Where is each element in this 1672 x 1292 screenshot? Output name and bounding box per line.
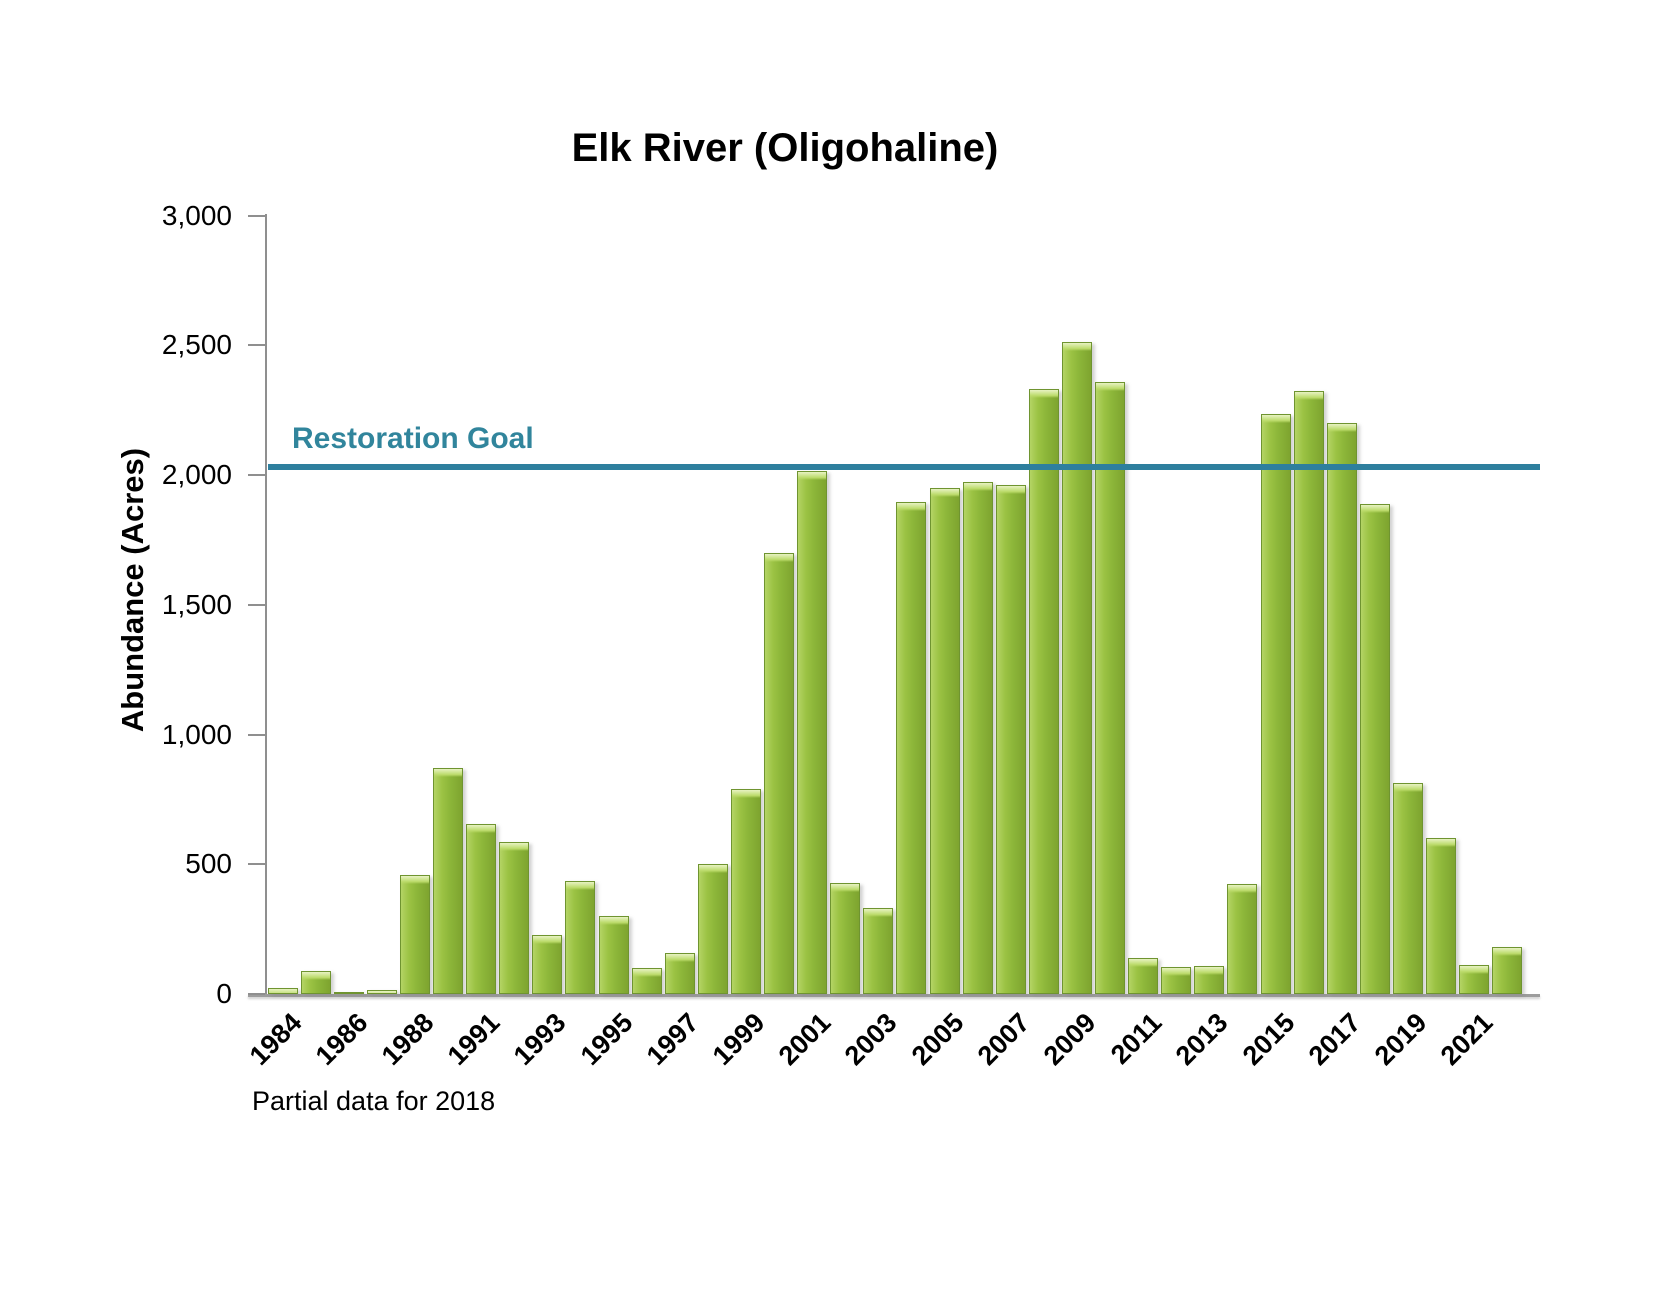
bar-2008 xyxy=(1028,389,1059,994)
bar-1985 xyxy=(300,970,331,994)
bar-2021 xyxy=(1459,965,1490,994)
goal-label: Restoration Goal xyxy=(292,422,534,455)
bar-2010 xyxy=(1095,382,1125,994)
x-axis-line xyxy=(248,994,1540,997)
bar-1984 xyxy=(267,987,298,994)
bar-1993 xyxy=(532,934,563,994)
y-tick-mark xyxy=(248,474,265,476)
bar-2020 xyxy=(1426,838,1456,994)
bar-2001 xyxy=(797,471,828,994)
bar-1992 xyxy=(499,842,530,994)
y-tick-label: 3,000 xyxy=(161,199,232,231)
chart-title: Elk River (Oligohaline) xyxy=(571,126,999,170)
bar-2013 xyxy=(1194,965,1225,994)
bar-2002 xyxy=(830,882,861,994)
bar-2009 xyxy=(1061,342,1092,994)
bar-2012 xyxy=(1161,966,1192,994)
bar-1988 xyxy=(399,874,430,994)
bar-1995 xyxy=(598,916,629,994)
y-tick-mark xyxy=(248,214,265,217)
y-tick-mark xyxy=(248,603,265,606)
goal-line xyxy=(268,464,1540,471)
y-axis-line xyxy=(265,213,267,996)
footnote: Partial data for 2018 xyxy=(252,1086,496,1116)
bar-2007 xyxy=(995,485,1026,994)
bar-1994 xyxy=(565,880,596,994)
bar-2017 xyxy=(1326,423,1357,994)
bar-2000 xyxy=(764,552,794,994)
bar-1986 xyxy=(333,991,364,994)
bar-1996 xyxy=(631,968,662,994)
bar-2003 xyxy=(863,908,894,994)
bar-1991 xyxy=(466,824,497,994)
bar-1997 xyxy=(664,952,695,994)
bar-2015 xyxy=(1260,414,1291,994)
bar-2005 xyxy=(929,487,960,994)
y-tick-label: 2,500 xyxy=(161,329,232,361)
bar-2004 xyxy=(896,501,927,994)
y-tick-label: 2,000 xyxy=(161,459,232,490)
bar-1987 xyxy=(366,990,397,994)
bar-1998 xyxy=(697,864,728,994)
bar-1990 xyxy=(433,767,463,994)
y-tick-label: 1,000 xyxy=(161,718,232,750)
y-tick-mark xyxy=(248,863,265,866)
y-tick-mark xyxy=(248,733,265,736)
y-tick-label: 500 xyxy=(185,848,232,880)
bar-2022 xyxy=(1492,947,1523,994)
bar-1999 xyxy=(730,788,761,994)
bar-2018 xyxy=(1359,504,1390,994)
bar-2011 xyxy=(1128,957,1159,994)
y-tick-label: 0 xyxy=(216,978,232,1009)
y-tick-mark xyxy=(248,993,265,995)
bar-2019 xyxy=(1392,783,1423,994)
y-tick-label: 1,500 xyxy=(161,588,232,620)
bar-2014 xyxy=(1227,883,1258,994)
bar-2016 xyxy=(1293,391,1324,994)
bar-2006 xyxy=(962,482,993,994)
y-tick-mark xyxy=(248,344,265,347)
